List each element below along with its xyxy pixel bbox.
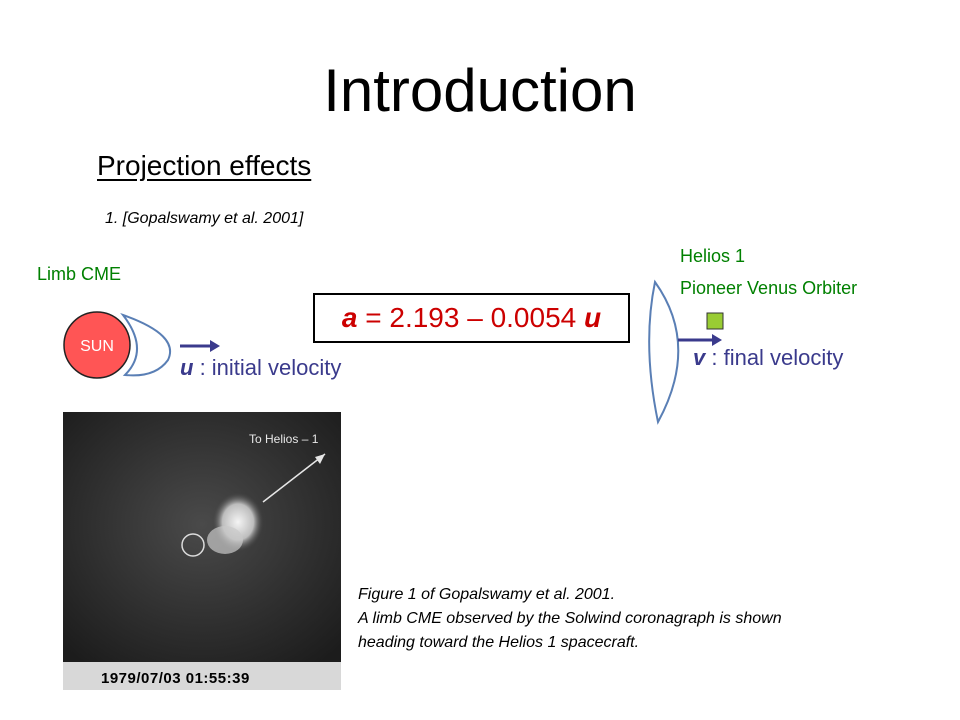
slide-title: Introduction	[323, 57, 637, 124]
cme-front-crescent	[648, 279, 680, 425]
caption-line: Figure 1 of Gopalswamy et al. 2001.	[358, 586, 616, 603]
u-text: : initial velocity	[193, 355, 342, 380]
figure-caption: Figure 1 of Gopalswamy et al. 2001. A li…	[358, 583, 782, 655]
image-timestamp: 1979/07/03 01:55:39	[101, 670, 250, 687]
caption-line: A limb CME observed by the Solwind coron…	[358, 610, 782, 627]
formula-expression: = 2.193 – 0.0054	[357, 302, 584, 333]
spacecraft-diagram	[648, 279, 724, 425]
reference-citation: 1. [Gopalswamy et al. 2001]	[105, 210, 304, 227]
formula-box: a = 2.193 – 0.0054 u	[313, 293, 630, 343]
limb-cme-label: Limb CME	[37, 264, 122, 284]
sun-cme-diagram: SUN	[63, 311, 220, 379]
coronagraph-image: To Helios – 1 1979/07/03 01:55:39	[63, 412, 341, 690]
section-heading: Projection effects	[97, 150, 312, 181]
direction-arrow-icon	[315, 454, 325, 464]
caption-line: heading toward the Helios 1 spacecraft.	[358, 634, 640, 651]
v-symbol: v	[693, 345, 706, 370]
final-velocity-label: v : final velocity	[693, 345, 843, 371]
initial-velocity-label: u : initial velocity	[180, 355, 341, 381]
spacecraft-label-pioneer: Pioneer Venus Orbiter	[680, 278, 858, 298]
coronagraph-picture	[63, 412, 341, 690]
formula-var-u: u	[584, 302, 602, 333]
sun-disk	[63, 311, 131, 379]
v-text: : final velocity	[705, 345, 844, 370]
sun-label: SUN	[80, 338, 114, 355]
arrow-head-icon	[712, 334, 722, 346]
u-symbol: u	[180, 355, 194, 380]
spacecraft-label-helios: Helios 1	[680, 246, 746, 266]
spacecraft-icon	[706, 312, 724, 330]
image-arrow-label: To Helios – 1	[249, 432, 319, 446]
formula-var-a: a	[341, 302, 358, 333]
cme-crescent	[120, 312, 171, 377]
occulter-circle	[181, 533, 205, 557]
arrow-head-icon	[210, 340, 220, 352]
